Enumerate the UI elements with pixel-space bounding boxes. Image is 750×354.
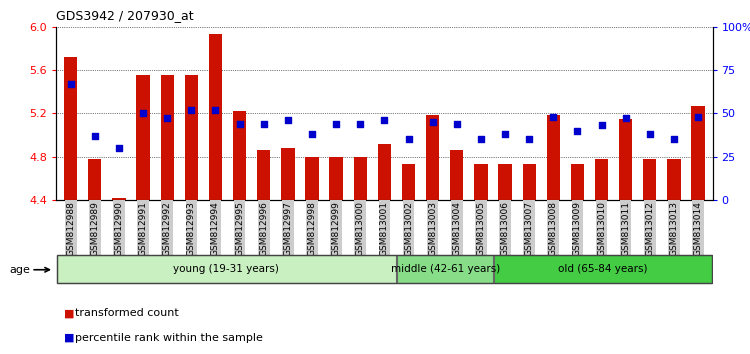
Bar [450,150,464,200]
Bar [329,157,343,200]
Point [209,107,221,113]
Bar [619,119,632,200]
Text: middle (42-61 years): middle (42-61 years) [391,264,500,274]
Point [88,133,101,139]
Text: GSM813000: GSM813000 [356,201,364,256]
Text: GSM812999: GSM812999 [332,201,340,256]
Point [644,131,656,137]
FancyBboxPatch shape [494,255,712,284]
Point [403,137,415,142]
Bar [136,75,150,200]
Text: GSM813006: GSM813006 [500,201,509,256]
Point [596,122,608,128]
Bar [112,198,125,200]
Text: GSM813003: GSM813003 [428,201,437,256]
Bar [281,148,295,200]
Text: GSM812997: GSM812997 [284,201,292,256]
Bar [257,150,271,200]
Text: GSM813011: GSM813011 [621,201,630,256]
Text: old (65-84 years): old (65-84 years) [558,264,648,274]
Point [692,114,704,120]
Text: GSM813010: GSM813010 [597,201,606,256]
Point [282,118,294,123]
Bar [378,144,391,200]
Point [161,116,173,121]
Text: GSM813005: GSM813005 [476,201,485,256]
Point [378,118,390,123]
Bar [668,159,680,200]
Text: GSM812995: GSM812995 [235,201,244,256]
Point [475,137,487,142]
Bar [644,159,656,200]
Text: GSM813002: GSM813002 [404,201,413,256]
Point [499,131,511,137]
Bar [233,111,246,200]
Bar [547,115,560,200]
Text: GSM813004: GSM813004 [452,201,461,256]
Bar [160,75,174,200]
Point [427,119,439,125]
Text: GDS3942 / 207930_at: GDS3942 / 207930_at [56,9,194,22]
Text: GSM813012: GSM813012 [645,201,654,256]
Point [668,137,680,142]
Point [330,121,342,126]
Bar [209,34,222,200]
Point [113,145,125,151]
Bar [692,106,705,200]
Bar [474,164,488,200]
Bar [353,157,367,200]
Bar [426,115,439,200]
Point [524,137,536,142]
Text: GSM812993: GSM812993 [187,201,196,256]
Text: GSM813009: GSM813009 [573,201,582,256]
Text: GSM813013: GSM813013 [670,201,679,256]
Text: GSM813001: GSM813001 [380,201,388,256]
FancyBboxPatch shape [398,255,493,284]
Text: ■: ■ [64,333,74,343]
Point [306,131,318,137]
Bar [64,57,77,200]
Text: age: age [10,265,31,275]
Point [548,114,560,120]
Text: GSM812992: GSM812992 [163,201,172,256]
Point [258,121,270,126]
Bar [523,164,536,200]
Bar [595,159,608,200]
Text: ■: ■ [64,308,74,318]
Text: GSM812998: GSM812998 [308,201,316,256]
Point [137,110,149,116]
Point [572,128,584,133]
Text: GSM813014: GSM813014 [694,201,703,256]
Point [620,116,632,121]
Bar [571,164,584,200]
Bar [184,75,198,200]
Bar [498,164,512,200]
Text: GSM812989: GSM812989 [90,201,99,256]
Text: percentile rank within the sample: percentile rank within the sample [75,333,262,343]
Text: GSM812994: GSM812994 [211,201,220,256]
FancyBboxPatch shape [57,255,396,284]
Point [451,121,463,126]
Text: GSM812996: GSM812996 [260,201,268,256]
Text: young (19-31 years): young (19-31 years) [173,264,279,274]
Text: GSM812990: GSM812990 [115,201,124,256]
Text: GSM813008: GSM813008 [549,201,558,256]
Point [64,81,76,87]
Bar [305,157,319,200]
Bar [88,159,101,200]
Point [185,107,197,113]
Point [354,121,366,126]
Text: transformed count: transformed count [75,308,178,318]
Text: GSM813007: GSM813007 [525,201,534,256]
Text: GSM812988: GSM812988 [66,201,75,256]
Text: GSM812991: GSM812991 [139,201,148,256]
Bar [402,164,416,200]
Point [233,121,245,126]
